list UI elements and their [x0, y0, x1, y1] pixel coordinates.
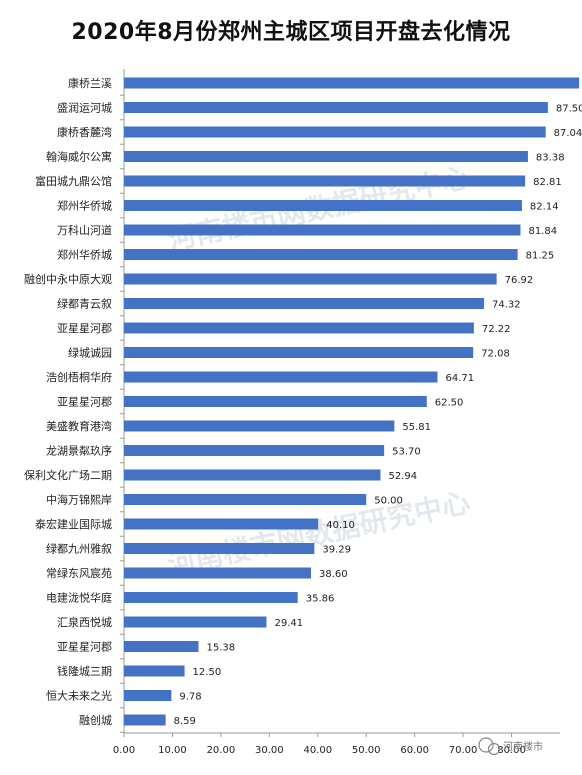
category-label: 郑州华侨城: [57, 248, 112, 262]
bar: [124, 420, 395, 432]
value-label: 12.50: [193, 667, 222, 678]
category-label: 钱隆城三期: [57, 664, 112, 678]
category-label: 浩创梧桐华府: [46, 370, 112, 384]
value-label: 15.38: [207, 643, 236, 654]
bar: [124, 396, 427, 407]
category-label: 融创中永中原大观: [24, 272, 112, 286]
bar: [124, 543, 315, 554]
x-tick-label: 60.00: [400, 745, 429, 756]
value-label: 72.22: [482, 324, 511, 335]
x-tick-label: 50.00: [352, 745, 381, 756]
bar: [124, 102, 548, 113]
value-label: 62.50: [435, 398, 464, 409]
value-label: 8.59: [174, 716, 196, 727]
bar: [124, 469, 381, 481]
category-label: 保利文化广场二期: [24, 468, 112, 482]
value-label: 83.38: [536, 153, 565, 164]
value-label: 82.81: [533, 177, 562, 188]
value-label: 82.14: [530, 202, 559, 213]
value-label: 35.86: [306, 594, 335, 605]
bar: [124, 298, 485, 309]
x-tick-label: 40.00: [303, 745, 332, 756]
category-label: 常绿东风宸苑: [46, 566, 112, 580]
category-label: 汇泉西悦城: [57, 615, 112, 629]
x-tick-label: 0.00: [113, 745, 135, 756]
value-label: 9.78: [179, 692, 201, 703]
bar: [124, 641, 199, 652]
bar: [124, 322, 474, 334]
bar: [124, 347, 474, 358]
category-label: 恒大未来之光: [46, 689, 112, 703]
logo-text: 河南楼市: [503, 740, 543, 753]
category-label: 中海万锦熙岸: [46, 493, 112, 507]
value-label: 81.84: [528, 226, 557, 237]
category-label: 电建泷悦华庭: [46, 591, 112, 605]
logo-bubble: [478, 737, 494, 753]
category-label: 泰宏建业国际城: [35, 517, 112, 531]
value-label: 81.25: [526, 251, 555, 262]
bar: [124, 616, 267, 628]
category-label: 盛润运河城: [57, 101, 112, 115]
value-label: 40.10: [326, 520, 355, 531]
value-label: 38.60: [319, 569, 348, 580]
bar: [124, 200, 522, 211]
bar: [124, 175, 526, 187]
x-tick-label: 10.00: [158, 745, 187, 756]
value-label: 55.81: [402, 422, 431, 433]
category-label: 郑州华侨城: [57, 199, 112, 213]
value-label: 76.92: [505, 275, 534, 286]
x-tick-label: 30.00: [255, 745, 284, 756]
category-label: 万科山河道: [57, 223, 112, 237]
bar: [124, 77, 580, 89]
bar: [124, 151, 528, 162]
value-label: 29.41: [274, 618, 303, 629]
category-label: 富田城九鼎公馆: [35, 174, 112, 188]
bar: [124, 592, 298, 603]
category-label: 融创城: [79, 714, 112, 727]
bar: [124, 224, 521, 236]
bar: [124, 714, 166, 726]
logo-bubble: [487, 742, 501, 756]
category-label: 康桥香麓湾: [57, 125, 112, 139]
value-label: 87.04: [554, 128, 582, 139]
value-label: 50.00: [374, 496, 403, 507]
value-label: 74.32: [492, 300, 521, 311]
bar: [124, 445, 385, 456]
category-label: 绿都九州雅叙: [46, 542, 112, 556]
category-label: 美盛教育港湾: [46, 419, 112, 433]
value-label: 72.08: [481, 349, 510, 360]
x-tick-label: 20.00: [207, 745, 236, 756]
category-label: 亚星星河郡: [57, 322, 112, 335]
bar: [124, 567, 311, 579]
bar: [124, 249, 518, 260]
bar: [124, 273, 497, 285]
value-label: 53.70: [392, 447, 421, 458]
category-label: 龙湖景粼玖序: [46, 444, 112, 458]
bar: [124, 665, 185, 677]
bar: [124, 518, 319, 530]
wechat-logo-icon: [478, 737, 501, 756]
category-label: 翰海威尔公寓: [46, 150, 112, 164]
category-label: 绿都青云叙: [57, 297, 112, 311]
category-label: 康桥兰溪: [68, 76, 112, 90]
value-label: 39.29: [322, 545, 351, 556]
value-label: 52.94: [388, 471, 417, 482]
value-label: 87.50: [556, 104, 582, 115]
bar: [124, 690, 172, 701]
category-label: 亚星星河郡: [57, 641, 112, 654]
bar: [124, 371, 438, 383]
value-label: 64.71: [445, 373, 474, 384]
bar: [124, 126, 546, 138]
x-tick-label: 80.00: [497, 745, 526, 756]
bar: [124, 494, 367, 505]
category-label: 绿城诚园: [68, 346, 112, 360]
chart-title: 2020年8月份郑州主城区项目开盘去化情况: [71, 20, 511, 45]
x-tick-label: 70.00: [449, 745, 478, 756]
category-label: 亚星星河郡: [57, 396, 112, 409]
